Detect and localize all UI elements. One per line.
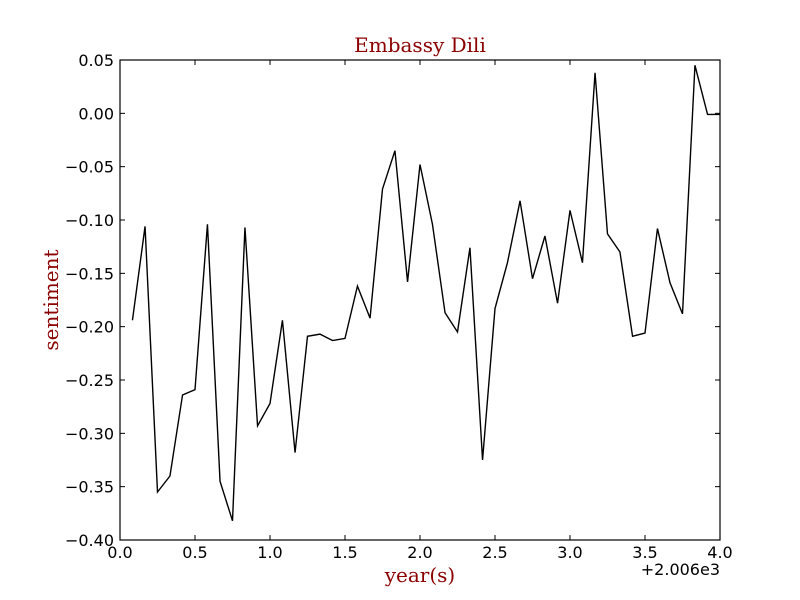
- x-tick-label: 0.0: [107, 543, 132, 562]
- x-tick-label: 3.5: [632, 543, 657, 562]
- y-tick-label: −0.35: [65, 478, 114, 497]
- x-tick-label: 1.0: [257, 543, 282, 562]
- x-tick-label: 1.5: [332, 543, 357, 562]
- y-axis-ticks: 0.05 0.00 −0.05 −0.10 −0.15 −0.20 −0.25 −0.30 −0…: [65, 51, 720, 550]
- x-axis-offset-label: +2.006e3: [641, 560, 720, 579]
- x-axis-label: year(s): [384, 563, 456, 587]
- chart-title: Embassy Dili: [354, 33, 486, 57]
- x-tick-label: 3.0: [557, 543, 582, 562]
- x-tick-label: 2.5: [482, 543, 507, 562]
- plot-area-frame: [119, 59, 721, 541]
- x-tick-label: 4.0: [707, 543, 732, 562]
- y-tick-label: −0.10: [65, 211, 114, 230]
- x-tick-label: 2.0: [407, 543, 432, 562]
- y-tick-label: −0.15: [65, 264, 114, 283]
- y-tick-label: −0.25: [65, 371, 114, 390]
- sentiment-series-line: [131, 65, 720, 522]
- y-tick-label: 0.05: [78, 51, 114, 70]
- x-tick-label: 0.5: [182, 543, 207, 562]
- y-tick-label: −0.40: [65, 531, 114, 550]
- y-tick-label: −0.20: [65, 318, 114, 337]
- y-axis-label: sentiment: [39, 249, 63, 350]
- y-tick-label: 0.00: [78, 104, 114, 123]
- y-tick-label: −0.30: [65, 424, 114, 443]
- y-tick-label: −0.05: [65, 158, 114, 177]
